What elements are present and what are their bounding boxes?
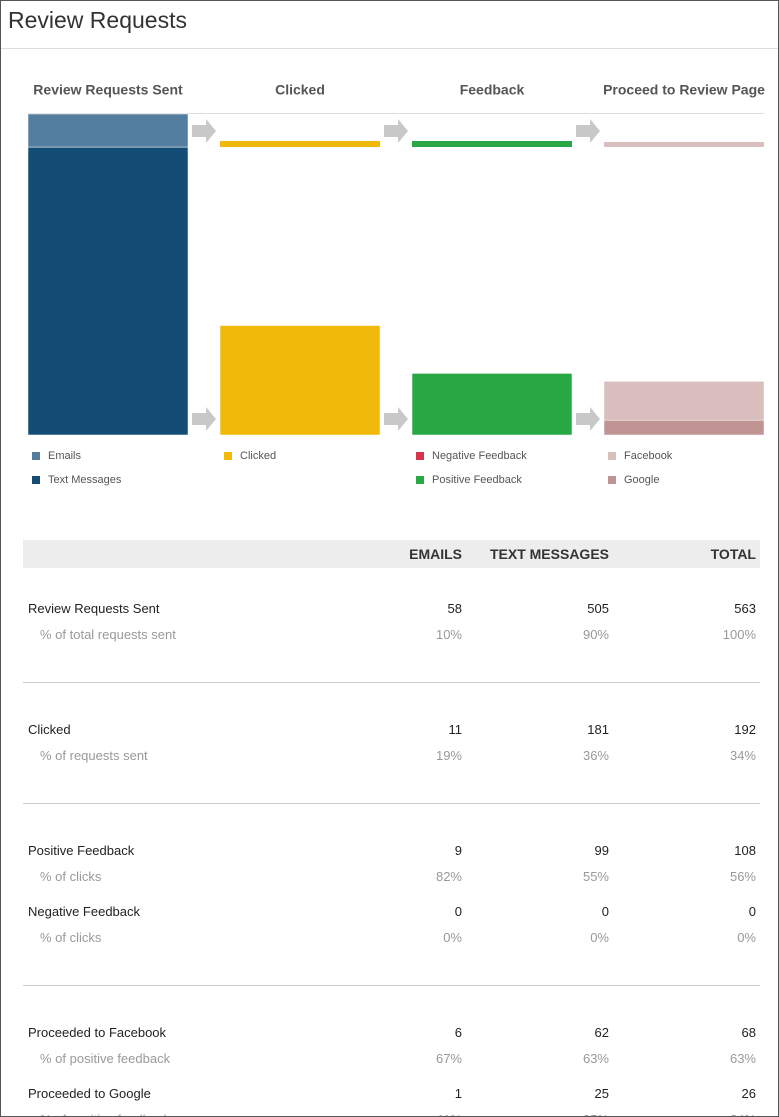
legend-swatch xyxy=(32,476,40,484)
cell-percent: 0% xyxy=(737,930,756,945)
divider xyxy=(1,48,778,49)
row-sub-label: % of requests sent xyxy=(40,748,148,763)
legend-label: Negative Feedback xyxy=(432,450,527,462)
cell-value: 0 xyxy=(454,904,462,919)
cell-percent: 0% xyxy=(443,930,462,945)
page-title: Review Requests xyxy=(8,7,187,33)
cell-percent: 36% xyxy=(582,748,609,763)
legend-swatch xyxy=(224,452,232,460)
cell-value: 6 xyxy=(454,1025,462,1040)
funnel-segment xyxy=(411,373,573,436)
separator xyxy=(23,985,760,986)
funnel-segment xyxy=(219,325,381,436)
row-label: Positive Feedback xyxy=(28,843,135,858)
top-marker xyxy=(604,142,764,147)
cell-value: 192 xyxy=(734,722,756,737)
legend-label: Facebook xyxy=(624,450,673,462)
cell-value: 0 xyxy=(601,904,609,919)
legend-swatch xyxy=(416,476,424,484)
row-label: Negative Feedback xyxy=(28,904,141,919)
cell-percent: 34% xyxy=(729,748,756,763)
arrows xyxy=(192,119,600,431)
cell-value: 1 xyxy=(454,1086,462,1101)
cell-percent: 55% xyxy=(582,869,609,884)
legend-label: Google xyxy=(624,474,659,486)
cell-value: 108 xyxy=(734,843,756,858)
row-sub-label: % of clicks xyxy=(40,869,102,884)
cell-percent: 25% xyxy=(583,1112,609,1116)
cell-percent: 90% xyxy=(582,627,609,642)
row-label: Clicked xyxy=(28,722,71,737)
cell-value: 181 xyxy=(587,722,609,737)
cell-percent: 10% xyxy=(435,627,462,642)
top-marker xyxy=(412,141,572,147)
separator xyxy=(23,803,760,804)
funnel-segment xyxy=(603,381,765,421)
cell-percent: 11% xyxy=(437,1112,462,1116)
cell-value: 62 xyxy=(594,1025,609,1040)
separator xyxy=(23,682,760,683)
column-header: EMAILS xyxy=(409,546,462,562)
funnel-segment xyxy=(27,146,189,436)
funnel-segment xyxy=(603,419,765,436)
cell-percent: 100% xyxy=(722,627,756,642)
stage-label: Feedback xyxy=(460,82,525,98)
row-label: Proceeded to Google xyxy=(28,1086,151,1101)
cell-percent: 24% xyxy=(730,1112,756,1116)
cell-value: 68 xyxy=(741,1025,756,1040)
row-sub-label: % of clicks xyxy=(40,930,102,945)
cell-value: 58 xyxy=(447,601,462,616)
cell-percent: 0% xyxy=(590,930,609,945)
row-label: Review Requests Sent xyxy=(28,601,160,616)
cell-value: 11 xyxy=(448,722,463,737)
cell-value: 99 xyxy=(594,843,609,858)
legend-swatch xyxy=(32,452,40,460)
cell-value: 563 xyxy=(734,601,756,616)
column-header: TOTAL xyxy=(710,546,756,562)
table-header xyxy=(23,540,760,568)
cell-percent: 63% xyxy=(582,1051,609,1066)
row-sub-label: % of total requests sent xyxy=(40,627,176,642)
top-marker xyxy=(220,141,380,147)
funnel-chart: Review Requests Sent Emails Text Messages C… xyxy=(27,82,765,486)
cell-value: 9 xyxy=(454,843,462,858)
legend-swatch xyxy=(608,476,616,484)
stage-label: Proceed to Review Page xyxy=(603,82,765,98)
cell-percent: 67% xyxy=(435,1051,462,1066)
cell-percent: 63% xyxy=(729,1051,756,1066)
cell-percent: 82% xyxy=(435,869,462,884)
row-sub-label: % of positive feedback xyxy=(40,1051,171,1066)
funnel-segment xyxy=(27,113,189,148)
row-sub-label: % of positive feedback xyxy=(40,1112,170,1116)
legend-swatch xyxy=(416,452,424,460)
cell-value: 26 xyxy=(741,1086,756,1101)
legend-label: Clicked xyxy=(240,450,276,462)
legend-label: Emails xyxy=(48,450,82,462)
legend-swatch xyxy=(608,452,616,460)
cell-percent: 56% xyxy=(729,869,756,884)
cell-value: 0 xyxy=(748,904,756,919)
column-header: TEXT MESSAGES xyxy=(489,546,609,562)
legend-label: Text Messages xyxy=(48,474,122,486)
cell-value: 25 xyxy=(594,1086,609,1101)
stage-label: Review Requests Sent xyxy=(33,82,183,98)
row-label: Proceeded to Facebook xyxy=(28,1025,167,1040)
cell-value: 505 xyxy=(587,601,609,616)
stage-label: Clicked xyxy=(275,82,325,98)
legend-label: Positive Feedback xyxy=(432,474,522,486)
cell-percent: 19% xyxy=(435,748,462,763)
